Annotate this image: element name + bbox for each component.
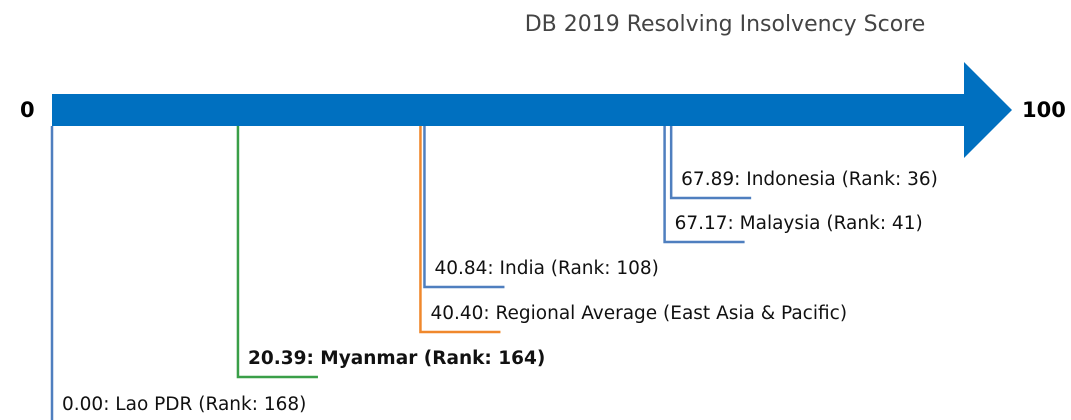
- axis-end-label: 100: [1022, 98, 1066, 122]
- axis-arrow: [52, 62, 1012, 158]
- axis-end-label: 0: [20, 98, 35, 122]
- marker-line: [663, 126, 745, 244]
- marker-line: [419, 126, 501, 334]
- marker-line: [236, 126, 318, 379]
- marker-line: [669, 126, 752, 200]
- marker-label: 67.17: Malaysia (Rank: 41): [675, 213, 923, 234]
- chart-title: DB 2019 Resolving Insolvency Score: [525, 12, 926, 37]
- marker-label: 40.40: Regional Average (East Asia & Pac…: [430, 303, 847, 324]
- marker-label: 67.89: Indonesia (Rank: 36): [681, 169, 938, 190]
- marker-label: 20.39: Myanmar (Rank: 164): [248, 348, 545, 369]
- marker-label: 0.00: Lao PDR (Rank: 168): [62, 394, 306, 415]
- marker-label: 40.84: India (Rank: 108): [434, 258, 658, 279]
- marker-line: [423, 126, 505, 289]
